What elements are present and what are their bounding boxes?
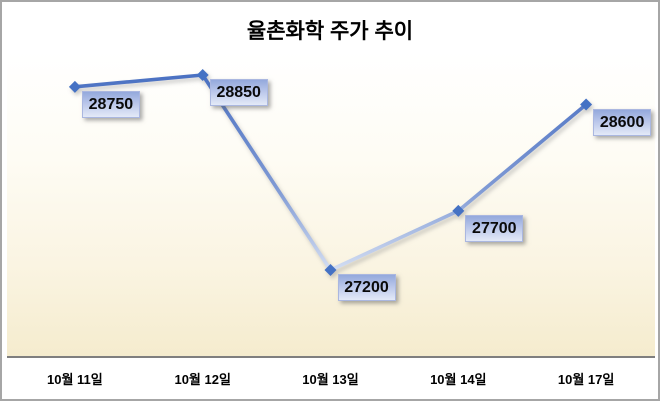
data-label-10월 14일: 27700 (465, 214, 524, 242)
data-label-10월 17일: 28600 (593, 108, 652, 136)
x-axis-label-10월 14일: 10월 14일 (430, 372, 487, 387)
data-label-10월 11일: 28750 (81, 90, 140, 118)
x-axis-label-10월 13일: 10월 13일 (302, 372, 359, 387)
x-axis-label-10월 17일: 10월 17일 (557, 372, 615, 387)
x-axis-label-10월 11일: 10월 11일 (47, 372, 103, 387)
chart-title: 율촌화학 주가 추이 (246, 20, 414, 43)
data-label-10월 13일: 27200 (337, 274, 396, 301)
x-axis-label-10월 12일: 10월 12일 (174, 372, 231, 387)
data-label-10월 12일: 28850 (209, 79, 268, 106)
